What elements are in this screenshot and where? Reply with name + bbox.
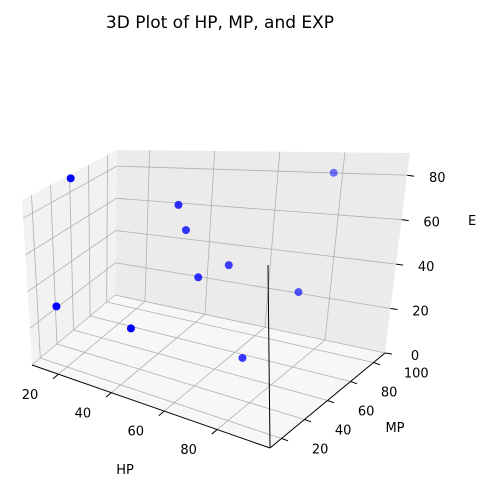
y-tick (281, 438, 289, 442)
data-point (294, 288, 303, 297)
grid-line-y-side (106, 154, 108, 303)
x-tick (158, 410, 165, 417)
data-point (174, 200, 183, 209)
data-point (194, 273, 203, 282)
chart-title: 3D Plot of HP, MP, and EXP (106, 13, 334, 33)
z-axis-line (267, 264, 271, 449)
y-tick-label: 80 (381, 385, 398, 400)
x-tick-label: 60 (127, 425, 144, 440)
z-tick-label: 40 (418, 260, 435, 275)
axis-ticks: 20 40 60 80 20 40 60 80 100 0 20 40 60 80 (22, 171, 446, 458)
z-tick (396, 263, 404, 266)
x-tick-label: 40 (75, 406, 92, 421)
y-tick (373, 362, 381, 366)
floor-pane (32, 295, 385, 448)
y-tick (304, 419, 312, 423)
y-tick-label: 100 (404, 366, 429, 381)
x-axis-line (31, 364, 271, 449)
z-tick (384, 352, 393, 355)
data-point (52, 302, 61, 311)
z-tick (390, 308, 398, 311)
grid-line-z-back (114, 294, 386, 354)
z-tick-label: 0 (411, 349, 419, 364)
grid-line-z-side (22, 165, 117, 219)
left-pane (22, 150, 117, 365)
grid-line-z-back (115, 262, 391, 309)
grid-line-z-back (116, 197, 402, 221)
z-axis-title: E (468, 214, 476, 229)
x-tick (211, 429, 218, 435)
grid-line-y-floor (40, 357, 282, 439)
grid-line-z-back (115, 230, 397, 265)
x-tick (52, 373, 59, 380)
grid-line-z-side (25, 197, 117, 256)
z-tick-label: 80 (429, 171, 446, 186)
grid-line-z-back (116, 165, 408, 176)
axes-panes (22, 150, 410, 448)
grid-line-x-back (324, 152, 346, 341)
data-point (66, 174, 75, 183)
data-point (224, 261, 233, 270)
grid-line-z-side (27, 230, 117, 292)
y-axis-title: MP (385, 421, 404, 436)
back-pane (115, 150, 410, 353)
grid-line-y-floor (56, 343, 305, 420)
y-tick-label: 40 (335, 423, 352, 438)
data-point (329, 168, 338, 177)
x-tick-label: 80 (180, 443, 197, 458)
grid-line-z-side (31, 294, 116, 366)
grid-line-y-floor (73, 329, 328, 401)
grid-line-y-floor (106, 301, 374, 363)
grid-lines (22, 150, 408, 439)
z-tick-label: 60 (423, 216, 440, 231)
data-point (238, 353, 247, 362)
grid-line-x-back (144, 150, 150, 302)
y-tick-label: 20 (312, 442, 329, 457)
x-axis-title: HP (116, 463, 134, 478)
x-tick-label: 20 (22, 388, 39, 403)
grid-line-y-side (88, 164, 91, 317)
grid-line-y-side (50, 184, 58, 345)
grid-line-x-back (264, 151, 281, 328)
grid-line-x-back (204, 150, 216, 315)
z-tick (401, 219, 409, 222)
y-tick (350, 381, 358, 385)
z-tick-label: 20 (412, 305, 429, 320)
data-point (181, 226, 190, 235)
data-point (126, 324, 135, 333)
grid-line-y-side (31, 194, 41, 359)
grid-line-z-side (29, 262, 116, 329)
y-tick-label: 60 (358, 404, 375, 419)
x-tick (105, 392, 112, 398)
z-tick (407, 174, 415, 177)
data-points (52, 168, 338, 362)
grid-line-y-side (69, 174, 74, 331)
y-tick (327, 400, 335, 404)
